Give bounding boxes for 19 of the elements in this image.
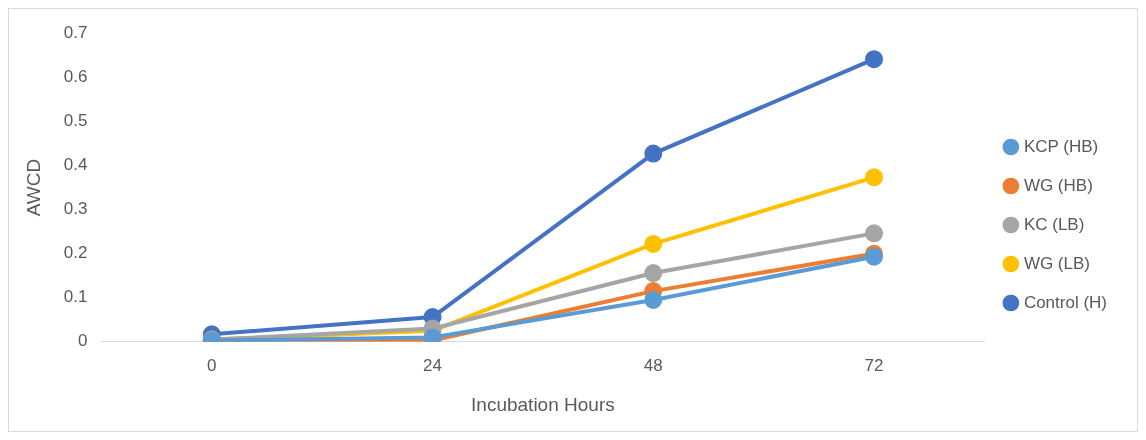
y-tick-label: 0 (77, 331, 88, 351)
legend-label: WG (HB) (1023, 175, 1093, 195)
y-tick-label: 0.4 (63, 155, 88, 175)
legend-label: KC (LB) (1023, 214, 1085, 234)
x-axis-title: Incubation Hours (471, 393, 615, 415)
legend-label: WG (LB) (1023, 253, 1090, 273)
y-tick-label: 0.7 (63, 22, 88, 42)
y-tick-label: 0.6 (63, 66, 88, 86)
x-tick-label: 0 (207, 355, 217, 375)
x-tick-label: 72 (864, 355, 884, 375)
y-tick-label: 0.2 (63, 243, 88, 263)
legend-label: Control (H) (1023, 292, 1107, 312)
x-tick-label: 24 (423, 355, 442, 375)
y-tick-label: 0.1 (63, 287, 88, 307)
legend-label: KCP (HB) (1023, 136, 1099, 156)
y-tick-label: 0.3 (63, 199, 88, 219)
x-tick-label: 48 (643, 355, 663, 375)
y-axis-title: AWCD (22, 158, 44, 217)
y-tick-label: 0.5 (63, 111, 88, 131)
